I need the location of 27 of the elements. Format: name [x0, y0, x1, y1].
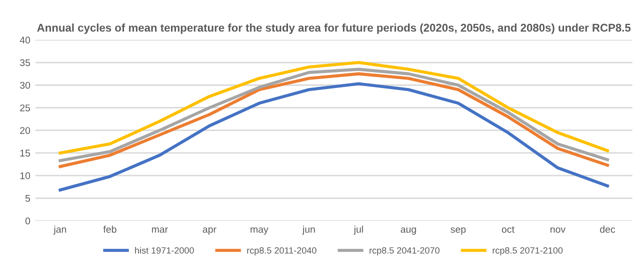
- x-tick-label: nov: [550, 227, 566, 233]
- y-tick-label: 35: [20, 59, 30, 66]
- legend-label: rcp8.5 2011-2040: [247, 247, 316, 256]
- x-tick-label: jan: [53, 226, 66, 235]
- y-tick-label: 20: [20, 127, 30, 134]
- x-tick-label: mar: [152, 227, 168, 233]
- x-tick-label: dec: [600, 226, 616, 233]
- y-tick-label: 15: [20, 150, 30, 157]
- x-tick-label: apr: [202, 227, 216, 235]
- x-tick-label: jul: [354, 226, 363, 235]
- y-tick-label: 30: [20, 82, 30, 89]
- x-tick-label: feb: [103, 226, 116, 233]
- x-tick-label: may: [250, 227, 268, 235]
- y-tick-label: 25: [20, 104, 30, 112]
- legend-label: rcp8.5 2041-2070: [370, 247, 440, 256]
- y-tick-label: 40: [20, 36, 30, 44]
- legend-label: rcp8.5 2071-2100: [492, 247, 563, 256]
- y-tick-label: 10: [20, 172, 30, 180]
- y-tick-label: 5: [25, 195, 30, 202]
- x-tick-label: jun: [302, 226, 315, 235]
- x-tick-label: oct: [502, 226, 514, 233]
- x-tick-label: sep: [450, 227, 466, 235]
- legend-label: hist 1971-2000: [135, 246, 194, 254]
- x-tick-label: aug: [400, 227, 416, 235]
- chart-title: Annual cycles of mean temperature for the study area for future periods (2020s, 2050s, and 2080s) under RCP8.5: [37, 24, 631, 34]
- line-series: [58, 82, 610, 192]
- y-tick-label: 0: [25, 218, 30, 224]
